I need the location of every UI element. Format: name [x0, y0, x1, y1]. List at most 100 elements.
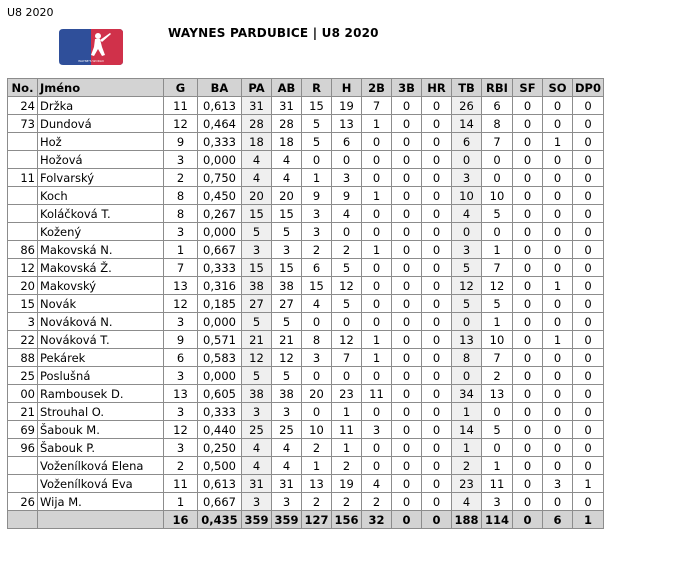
total-cell: 359 [241, 510, 272, 529]
player-name: Rambousek D. [37, 384, 164, 403]
stat-cell: 0 [542, 402, 573, 421]
stat-cell: 5 [451, 258, 482, 277]
stat-cell: 7 [163, 258, 198, 277]
stat-cell: 28 [241, 114, 272, 133]
stat-cell: 0 [542, 492, 573, 511]
stat-cell: 4 [271, 438, 302, 457]
stat-cell: 0 [421, 384, 452, 403]
total-cell: 127 [301, 510, 332, 529]
stat-cell: 0 [542, 96, 573, 115]
stat-cell: 27 [241, 294, 272, 313]
stat-cell: 0 [361, 204, 392, 223]
stat-cell: 0,250 [197, 438, 242, 457]
stat-cell: 0 [361, 276, 392, 295]
total-cell: 0 [512, 510, 543, 529]
column-header: TB [451, 78, 482, 97]
player-number: 22 [7, 330, 38, 349]
stat-cell: 0 [361, 168, 392, 187]
stat-cell: 0 [391, 330, 422, 349]
stat-cell: 21 [271, 330, 302, 349]
stat-cell: 2 [331, 240, 362, 259]
stat-cell: 12 [241, 348, 272, 367]
stat-cell: 0 [391, 312, 422, 331]
total-cell: 16 [163, 510, 198, 529]
table-row: 11 Folvarský 2 0,750 4 4 1 3 0 0 0 3 0 0 0 0 [7, 168, 604, 187]
stat-cell: 0 [391, 384, 422, 403]
stat-cell: 11 [163, 474, 198, 493]
stat-cell: 38 [241, 384, 272, 403]
player-number: 88 [7, 348, 38, 367]
stat-cell: 0 [512, 96, 543, 115]
stat-cell: 0,605 [197, 384, 242, 403]
stat-cell: 0 [572, 312, 604, 331]
player-name: Dundová [37, 114, 164, 133]
stat-cell: 0 [572, 348, 604, 367]
stat-cell: 15 [241, 258, 272, 277]
stat-cell: 3 [451, 168, 482, 187]
stat-cell: 3 [301, 222, 332, 241]
stat-cell: 0 [421, 96, 452, 115]
stat-cell: 0,571 [197, 330, 242, 349]
total-cell: 0 [421, 510, 452, 529]
stat-cell: 8 [163, 204, 198, 223]
stat-cell: 1 [542, 330, 573, 349]
player-name: Hožová [37, 150, 164, 169]
stat-cell: 0,500 [197, 456, 242, 475]
stat-cell: 2 [301, 438, 332, 457]
stat-cell: 2 [301, 492, 332, 511]
stat-cell: 20 [271, 186, 302, 205]
stat-cell: 0 [512, 456, 543, 475]
table-header-row: No. Jméno G BA PA AB R H 2B 3B HR TB RBI SF SO DP0 [7, 78, 604, 97]
player-number [7, 150, 38, 169]
stat-cell: 0 [391, 456, 422, 475]
stat-cell: 2 [331, 456, 362, 475]
player-name: Koch [37, 186, 164, 205]
stat-cell: 25 [271, 420, 302, 439]
stat-cell: 0 [512, 312, 543, 331]
table-row: 96 Šabouk P. 3 0,250 4 4 2 1 0 0 0 1 0 0 0 0 [7, 438, 604, 457]
stat-cell: 15 [271, 204, 302, 223]
table-row: Voženílková Eva 11 0,613 31 31 13 19 4 0 0 23 11 0 3 1 [7, 474, 604, 493]
stat-cell: 0 [391, 276, 422, 295]
stat-cell: 0 [542, 348, 573, 367]
stat-cell: 0 [512, 240, 543, 259]
stat-cell: 1 [361, 348, 392, 367]
stat-cell: 1 [361, 240, 392, 259]
totals-row: 16 0,435 359 359 127 156 32 0 0 188 114 0 6 1 [7, 510, 604, 529]
stat-cell: 0 [421, 456, 452, 475]
stat-cell: 4 [361, 474, 392, 493]
logo-icon: WAYNE'S WORLD [59, 29, 123, 65]
stats-table: No. Jméno G BA PA AB R H 2B 3B HR TB RBI SF SO DP0 24 Dr… [7, 78, 604, 529]
stat-cell: 0 [451, 150, 482, 169]
stat-cell: 0 [451, 366, 482, 385]
stat-cell: 2 [301, 240, 332, 259]
stat-cell: 38 [271, 276, 302, 295]
stat-cell: 0,667 [197, 240, 242, 259]
stat-cell: 0 [451, 222, 482, 241]
stat-cell: 0,750 [197, 168, 242, 187]
stat-cell: 3 [163, 366, 198, 385]
stat-cell: 12 [331, 276, 362, 295]
stat-cell: 0 [512, 438, 543, 457]
stat-cell: 0 [361, 456, 392, 475]
stat-cell: 0 [331, 312, 362, 331]
stat-cell: 5 [271, 312, 302, 331]
stat-cell: 28 [271, 114, 302, 133]
table-row: Voženílková Elena 2 0,500 4 4 1 2 0 0 0 2 1 0 0 0 [7, 456, 604, 475]
total-cell: 0 [391, 510, 422, 529]
stat-cell: 8 [481, 114, 513, 133]
stat-cell: 15 [301, 276, 332, 295]
column-header: HR [421, 78, 452, 97]
stat-cell: 0 [572, 294, 604, 313]
stat-cell: 0 [421, 330, 452, 349]
stat-cell: 0,000 [197, 366, 242, 385]
stat-cell: 0 [512, 420, 543, 439]
stat-cell: 0 [512, 204, 543, 223]
stat-cell: 5 [481, 204, 513, 223]
stat-cell: 0 [391, 492, 422, 511]
stat-cell: 21 [241, 330, 272, 349]
stat-cell: 20 [241, 186, 272, 205]
stat-cell: 0 [572, 330, 604, 349]
stat-cell: 31 [241, 474, 272, 493]
stat-cell: 3 [271, 240, 302, 259]
